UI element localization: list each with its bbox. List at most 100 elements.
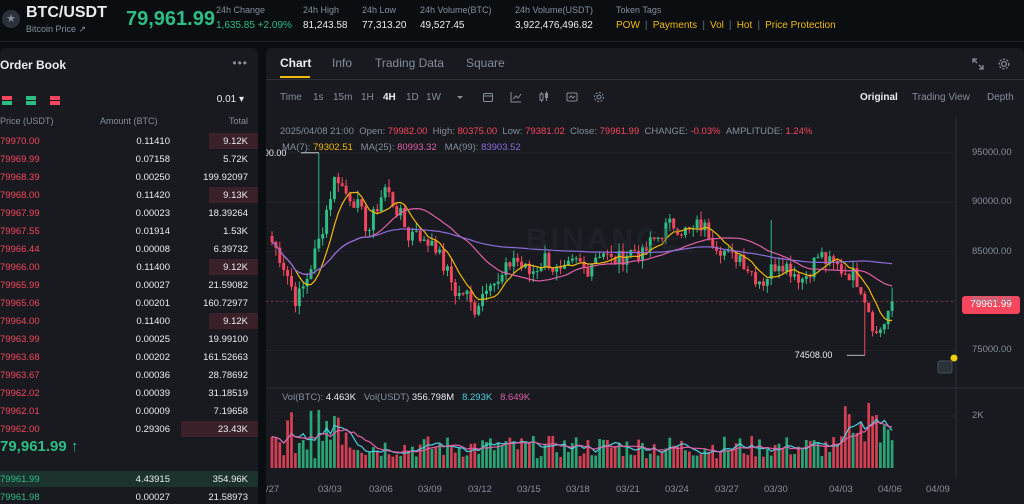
tag-pow[interactable]: POW [616,20,640,31]
candle-body [633,249,637,251]
candle-body [847,274,851,281]
view-trading-view[interactable]: Trading View [912,92,970,103]
volume-bar [859,422,863,468]
ask-total: 6.39732 [213,244,248,255]
favorite-star-icon[interactable]: ★ [2,10,20,28]
volume-bar [867,403,871,468]
volume-bar [621,456,625,468]
view-both-icon[interactable] [2,96,12,105]
interval-time[interactable]: Time [280,92,302,103]
tab-trading-data[interactable]: Trading Data [375,56,444,70]
ask-amount: 0.11400 [136,262,170,273]
drawing-tools-icon[interactable] [566,91,578,103]
bid-row[interactable]: 79961.98 0.00027 21.58973 [0,488,258,504]
ask-price: 79962.02 [0,388,40,399]
candle-body [605,253,609,255]
ask-row[interactable]: 79968.39 0.00250 199.92097 [0,168,258,186]
volume-bar [496,443,500,468]
ask-price: 79966.44 [0,244,40,255]
info-amplitude: 1.24% [785,126,813,137]
candle-body [282,262,286,271]
tab-square[interactable]: Square [466,56,505,70]
view-asks-icon[interactable] [50,96,60,105]
replay-icon [937,360,953,374]
ask-row[interactable]: 79968.00 0.11420 9.13K [0,186,258,204]
interval-15m[interactable]: 15m [333,92,353,103]
ask-row[interactable]: 79967.55 0.01914 1.53K [0,222,258,240]
candle-body [699,219,703,231]
chart-settings-icon[interactable] [593,91,605,103]
volume-bar [742,453,746,468]
tag-vol[interactable]: Vol [709,20,724,31]
ask-row[interactable]: 79963.67 0.00036 28.78692 [0,366,258,384]
view-bids-icon[interactable] [26,96,36,105]
volume-bar [820,456,824,468]
tag-price-protection[interactable]: Price Protection [765,20,836,31]
volume-bar [364,454,367,468]
candle-body [882,324,886,330]
stat-24h-volume-btc: 24h Volume(BTC) 49,527.45 [420,5,492,31]
tag-payments[interactable]: Payments [652,20,698,31]
tag-hot[interactable]: Hot [736,20,753,31]
active-tab-indicator [280,76,310,78]
more-intervals-icon[interactable] [454,91,466,103]
ask-row[interactable]: 79963.99 0.00025 19.99100 [0,330,258,348]
settings-icon[interactable] [998,58,1010,70]
ask-row[interactable]: 79965.99 0.00027 21.59082 [0,276,258,294]
ask-row[interactable]: 79965.06 0.00201 160.72977 [0,294,258,312]
ask-row[interactable]: 79966.44 0.00008 6.39732 [0,240,258,258]
candlestick-chart[interactable]: 95000.00 74508.00 [266,118,1024,504]
candle-body [890,301,894,311]
candle-body [481,293,485,306]
stat-24h-change: 24h Change 1,635.85 +2.09% [216,5,292,31]
ask-price: 79968.00 [0,190,40,201]
volume-bar [531,435,535,468]
ask-row[interactable]: 79963.68 0.00202 161.52663 [0,348,258,366]
interval-4h[interactable]: 4H [383,92,396,103]
interval-1s[interactable]: 1s [313,92,324,103]
candle-body [773,264,777,272]
volume-bar [602,439,605,468]
volume-bar [574,437,578,468]
ask-price: 79962.01 [0,406,40,417]
candle-body [410,231,414,241]
interval-1d[interactable]: 1D [406,92,419,103]
ask-row[interactable]: 79970.00 0.11410 9.12K [0,132,258,150]
pair-title[interactable]: BTC/USDT [26,4,107,21]
bid-total: 354.96K [212,474,248,485]
indicators-icon[interactable] [510,91,522,103]
volume-bar [723,436,726,468]
ask-row[interactable]: 79969.99 0.07158 5.72K [0,150,258,168]
ask-row[interactable]: 79962.00 0.29306 23.43K [0,420,258,438]
tab-chart[interactable]: Chart [280,56,312,70]
bid-row[interactable]: 79961.99 4.43915 354.96K [0,470,258,488]
more-options-icon[interactable]: ••• [232,56,248,70]
candle-body [539,266,543,272]
chart-area[interactable]: 95000.00 74508.00 BINANCE 2025/04/08 21:0… [266,118,1024,504]
ask-row[interactable]: 79966.00 0.11400 9.12K [0,258,258,276]
tab-info[interactable]: Info [332,56,353,70]
interval-1w[interactable]: 1W [426,92,441,103]
candle-body [839,264,843,274]
interval-1h[interactable]: 1H [361,92,374,103]
candle-body [477,305,481,315]
volume-bar [321,440,325,468]
ask-row[interactable]: 79967.99 0.00023 18.39264 [0,204,258,222]
candle-body [446,266,449,271]
pair-subtitle-link[interactable]: Bitcoin Price ↗ [26,24,87,34]
ask-row[interactable]: 79962.01 0.00009 7.19658 [0,402,258,420]
volume-bar [590,455,594,468]
volume-bar [656,455,660,468]
candle-body [422,239,426,242]
ask-row[interactable]: 79962.02 0.00039 31.18519 [0,384,258,402]
calendar-icon[interactable] [482,91,494,103]
candle-type-icon[interactable] [538,91,550,103]
view-original[interactable]: Original [860,92,898,103]
bid-amount: 4.43915 [135,474,170,485]
candle-body [387,187,391,193]
volume-bar [758,439,761,468]
view-depth[interactable]: Depth [987,92,1014,103]
ask-row[interactable]: 79964.00 0.11400 9.12K [0,312,258,330]
expand-icon[interactable] [972,58,984,70]
tick-size-select[interactable]: 0.01 ▾ [216,94,244,105]
